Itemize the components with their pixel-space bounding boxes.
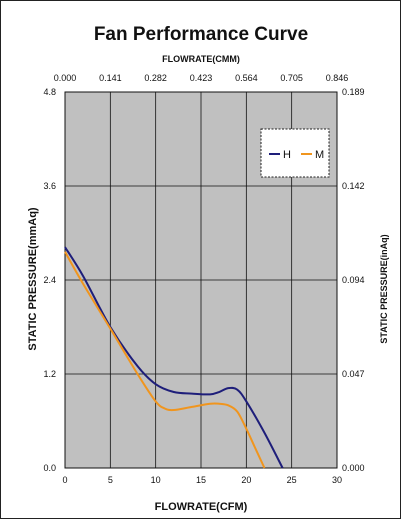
y2-tick-label: 0.047	[342, 369, 365, 379]
x2-tick-label: 0.705	[280, 73, 303, 83]
tick-labels: 0 0.000 5 0.141 10 0.282 15 0.423 20 0.564 25 0.705…	[43, 73, 364, 485]
x2-tick-label: 0.282	[144, 73, 167, 83]
y-tick-label: 1.2	[43, 369, 56, 379]
y2-tick-label: 0.094	[342, 275, 365, 285]
x-tick-label: 0	[62, 475, 67, 485]
x2-tick-label: 0.000	[54, 73, 77, 83]
x2-tick-label: 0.141	[99, 73, 122, 83]
series-line-m	[64, 251, 266, 469]
legend-label-m: M	[315, 149, 324, 161]
y-tick-label: 0.0	[43, 463, 56, 473]
y2-tick-label: 0.000	[342, 463, 365, 473]
legend: H M	[260, 128, 330, 178]
chart-title: Fan Performance Curve	[94, 24, 308, 45]
y-tick-label: 3.6	[43, 181, 56, 191]
y-tick-label: 2.4	[43, 275, 56, 285]
y-tick-label: 4.8	[43, 87, 56, 97]
left-axis-label: STATIC PRESSURE(mmAq)	[27, 207, 39, 351]
legend-label-h: H	[283, 149, 291, 161]
x-tick-label: 30	[332, 475, 342, 485]
y2-tick-label: 0.142	[342, 181, 365, 191]
x2-tick-label: 0.564	[235, 73, 258, 83]
x-tick-label: 5	[108, 475, 113, 485]
right-axis-label: STATIC PRESSURE(inAq)	[379, 234, 389, 343]
bottom-axis-label: FLOWRATE(CFM)	[155, 501, 248, 513]
x-tick-label: 15	[196, 475, 206, 485]
x2-tick-label: 0.846	[326, 73, 349, 83]
x2-tick-label: 0.423	[190, 73, 213, 83]
x-tick-label: 20	[241, 475, 251, 485]
x-tick-label: 10	[151, 475, 161, 485]
y2-tick-label: 0.189	[342, 87, 365, 97]
top-axis-label: FLOWRATE(CMM)	[162, 54, 240, 64]
x-tick-label: 25	[287, 475, 297, 485]
series-lines	[64, 246, 284, 469]
